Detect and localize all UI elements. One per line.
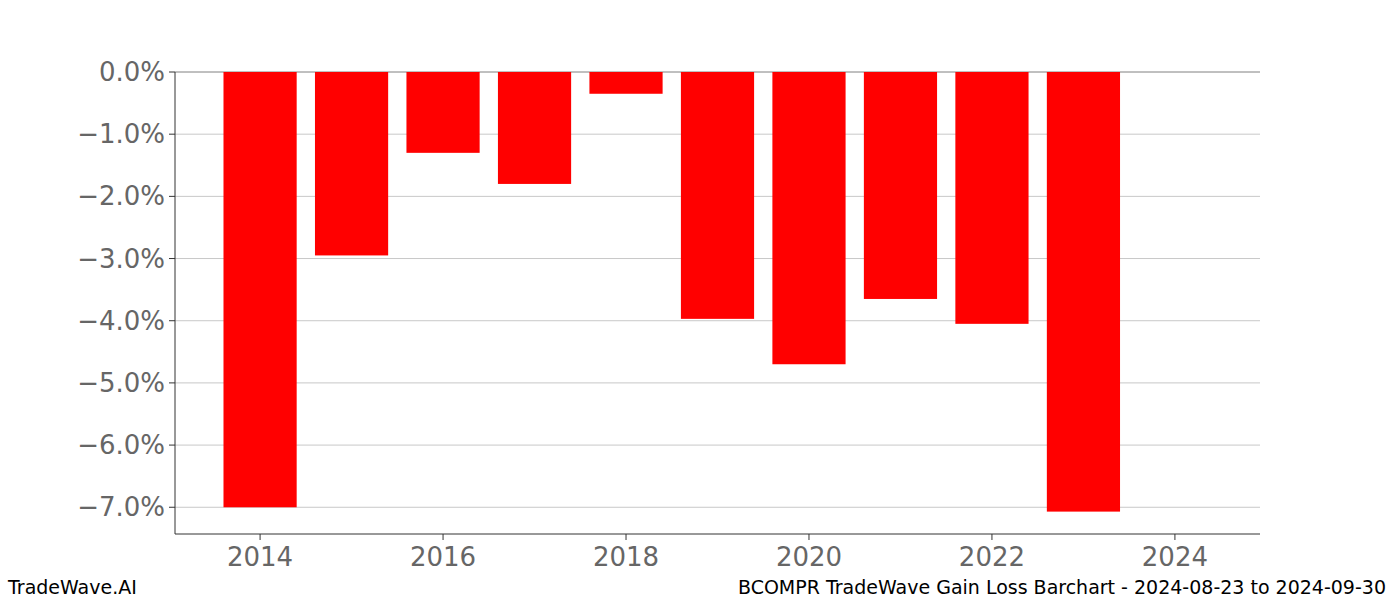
y-axis — [175, 72, 176, 534]
bar — [864, 72, 937, 299]
y-tick-label: −3.0% — [77, 244, 165, 274]
bar — [589, 72, 662, 94]
x-tick-label: 2024 — [1142, 542, 1208, 572]
y-tick-label: −5.0% — [77, 368, 165, 398]
x-tick — [443, 534, 444, 540]
bar — [315, 72, 388, 255]
bars — [223, 72, 1120, 512]
x-tick-label: 2018 — [593, 542, 659, 572]
y-tick — [169, 382, 175, 383]
y-tick — [169, 196, 175, 197]
y-tick-label: 0.0% — [99, 57, 165, 87]
y-tick-label: −4.0% — [77, 306, 165, 336]
chart: 0.0% −1.0% −2.0% −3.0% −4.0% −5.0% −6.0% −7.0% 2… — [0, 0, 1400, 600]
title: BCOMPR TradeWave Gain Loss Barchart - 20… — [738, 576, 1386, 598]
y-tick-label: −1.0% — [77, 119, 165, 149]
x-tick-label: 2016 — [410, 542, 476, 572]
y-tick — [169, 445, 175, 446]
x-tick-label: 2014 — [227, 542, 293, 572]
bar — [772, 72, 845, 364]
y-tick — [169, 507, 175, 508]
y-tick-label: −6.0% — [77, 430, 165, 460]
x-tick-label: 2022 — [959, 542, 1025, 572]
x-tick — [1174, 534, 1175, 540]
bar — [955, 72, 1028, 324]
x-tick-label: 2020 — [776, 542, 842, 572]
bar — [406, 72, 479, 153]
bar — [681, 72, 754, 319]
x-tick — [991, 534, 992, 540]
y-tick — [169, 258, 175, 259]
x-tick — [626, 534, 627, 540]
y-tick — [169, 72, 175, 73]
x-tick — [808, 534, 809, 540]
bar — [498, 72, 571, 184]
x-axis — [175, 534, 1260, 535]
y-tick-label: −2.0% — [77, 181, 165, 211]
watermark: TradeWave.AI — [7, 576, 137, 598]
bar — [223, 72, 296, 507]
y-tick — [169, 134, 175, 135]
y-tick-label: −7.0% — [77, 492, 165, 522]
x-tick — [260, 534, 261, 540]
bar — [1047, 72, 1120, 512]
y-tick — [169, 320, 175, 321]
